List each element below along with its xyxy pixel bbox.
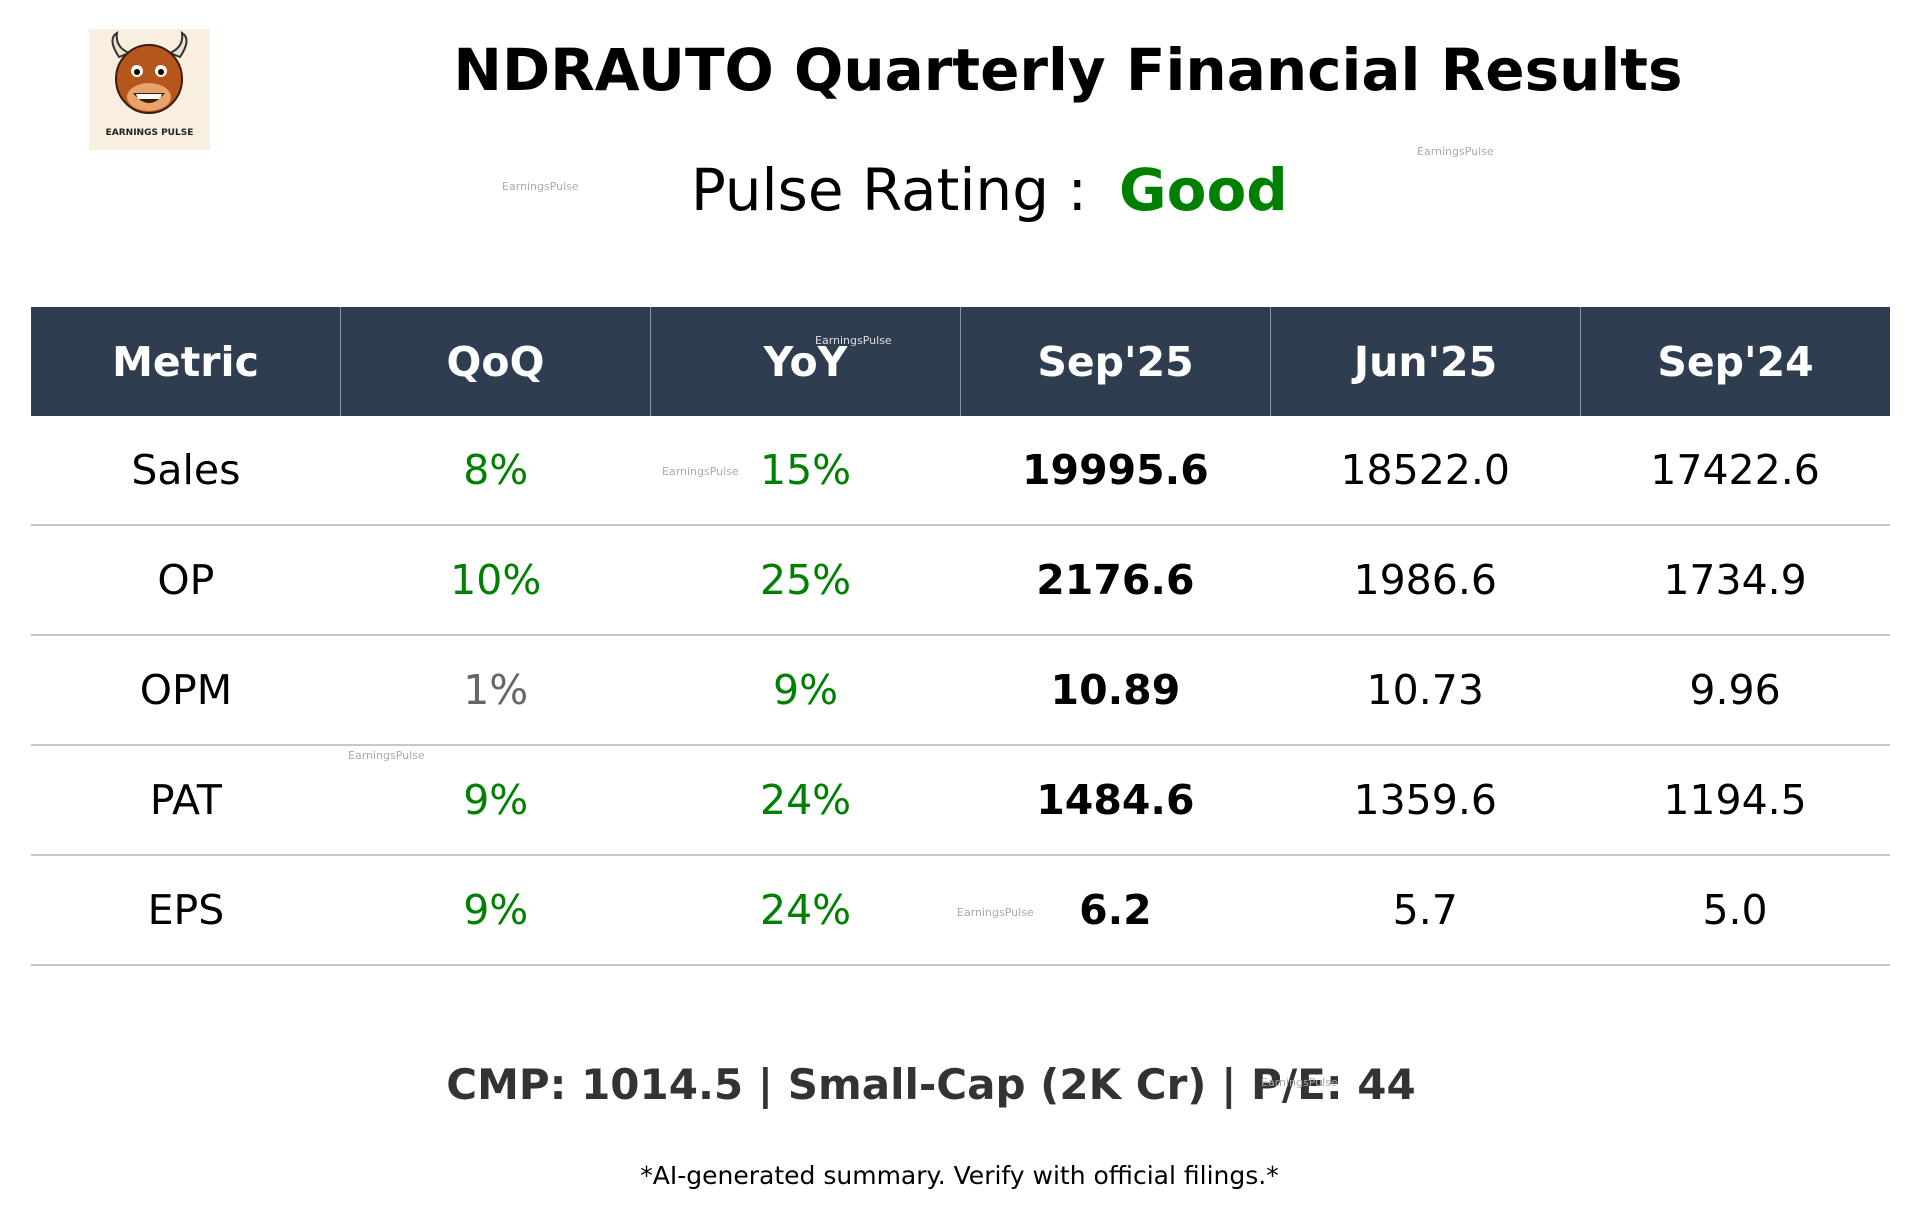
rating-label: Pulse Rating : xyxy=(690,156,1087,224)
column-header: YoY xyxy=(650,307,960,416)
header-row: Metric QoQ YoY Sep'25 Jun'25 Sep'24 xyxy=(31,307,1890,416)
logo: EARNINGS PULSE xyxy=(89,29,210,150)
qoq: 9% xyxy=(463,886,529,934)
previous: 10.73 xyxy=(1366,666,1484,714)
yoy: 25% xyxy=(760,556,852,604)
year-ago: 5.0 xyxy=(1702,886,1768,934)
table-row: OP 10% 25% 2176.6 1986.6 1734.9 xyxy=(31,526,1890,636)
table-row: EPS 9% 24% 6.2 5.7 5.0 xyxy=(31,856,1890,966)
yoy: 15% xyxy=(760,446,852,494)
previous: 1986.6 xyxy=(1353,556,1497,604)
qoq: 9% xyxy=(463,776,529,824)
metric: PAT xyxy=(149,776,222,824)
metric: OP xyxy=(157,556,215,604)
column-header: Jun'25 xyxy=(1270,307,1580,416)
year-ago: 17422.6 xyxy=(1650,446,1820,494)
current: 19995.6 xyxy=(1022,446,1209,494)
previous: 1359.6 xyxy=(1353,776,1497,824)
watermark: EarningsPulse xyxy=(815,334,892,347)
qoq: 8% xyxy=(463,446,529,494)
logo-text: EARNINGS PULSE xyxy=(105,128,194,138)
column-header: Sep'25 xyxy=(960,307,1270,416)
metric: EPS xyxy=(147,886,225,934)
qoq: 1% xyxy=(463,666,529,714)
table-row: PAT 9% 24% 1484.6 1359.6 1194.5 xyxy=(31,746,1890,856)
watermark: EarningsPulse xyxy=(957,906,1034,919)
yoy: 9% xyxy=(773,666,839,714)
rating-value: Good xyxy=(1119,156,1288,224)
yoy: 24% xyxy=(760,776,852,824)
title: NDRAUTO Quarterly Financial Results xyxy=(453,36,1683,104)
current: 6.2 xyxy=(1079,886,1152,934)
year-ago: 1194.5 xyxy=(1663,776,1807,824)
year-ago: 9.96 xyxy=(1689,666,1781,714)
current: 10.89 xyxy=(1050,666,1181,714)
watermark: EarningsPulse xyxy=(1261,1076,1338,1089)
column-header: QoQ xyxy=(340,307,650,416)
previous: 5.7 xyxy=(1392,886,1458,934)
logo-icon xyxy=(111,31,188,114)
metric: Sales xyxy=(131,446,241,494)
watermark: EarningsPulse xyxy=(502,180,579,193)
summary: CMP: 1014.5 | Small-Cap (2K Cr) | P/E: 4… xyxy=(446,1060,1416,1109)
qoq: 10% xyxy=(450,556,542,604)
previous: 18522.0 xyxy=(1340,446,1510,494)
current: 2176.6 xyxy=(1036,556,1195,604)
metric: OPM xyxy=(139,666,233,714)
year-ago: 1734.9 xyxy=(1663,556,1807,604)
current: 1484.6 xyxy=(1036,776,1195,824)
disclaimer: *AI-generated summary. Verify with offic… xyxy=(640,1161,1279,1190)
yoy: 24% xyxy=(760,886,852,934)
watermark: EarningsPulse xyxy=(1417,145,1494,158)
column-header: Metric xyxy=(112,337,259,386)
table-row: OPM 1% 9% 10.89 10.73 9.96 xyxy=(31,636,1890,746)
watermark: EarningsPulse xyxy=(662,465,739,478)
column-header: Sep'24 xyxy=(1580,307,1890,416)
results-table: Metric QoQ YoY Sep'25 Jun'25 Sep'24 Sale… xyxy=(31,307,1890,966)
table-row: Sales 8% 15% 19995.6 18522.0 17422.6 xyxy=(31,416,1890,526)
watermark: EarningsPulse xyxy=(348,749,425,762)
